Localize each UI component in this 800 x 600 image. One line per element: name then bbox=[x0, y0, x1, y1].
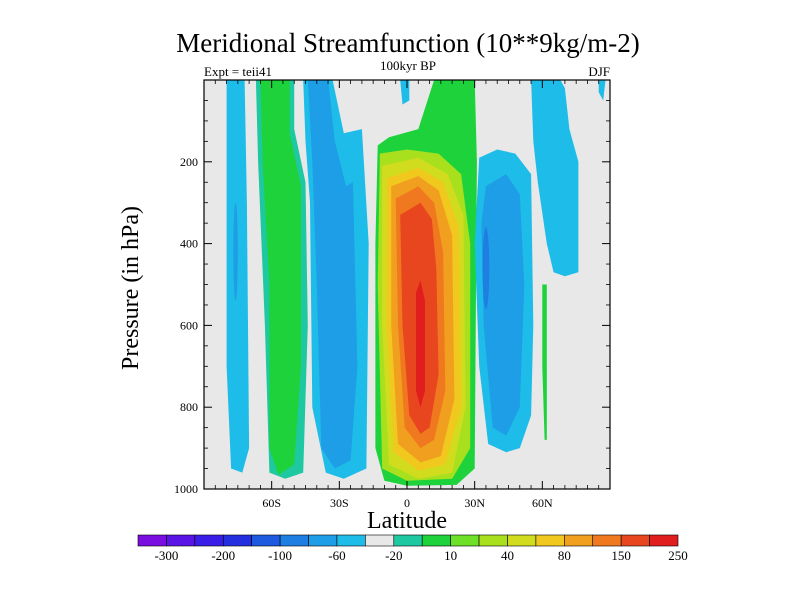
colorbar-swatch bbox=[137, 534, 167, 547]
x-axis-label: Latitude bbox=[367, 508, 447, 534]
colorbar: -300 -200 -100 -60 -20 10 40 80 150 250 bbox=[137, 534, 688, 563]
chart-title: Meridional Streamfunction (10**9kg/m-2) bbox=[176, 28, 639, 58]
colorbar-swatch bbox=[251, 534, 281, 547]
y-tick-group: 200 400 600 800 1000 bbox=[174, 100, 610, 496]
colorbar-swatch bbox=[564, 534, 594, 547]
colorbar-swatch bbox=[393, 534, 423, 547]
colorbar-swatch bbox=[308, 534, 338, 547]
colorbar-swatch bbox=[421, 534, 451, 547]
colorbar-label: 80 bbox=[558, 548, 571, 563]
colorbar-label: 40 bbox=[501, 548, 514, 563]
left-subtitle: Expt = teii41 bbox=[204, 64, 272, 79]
colorbar-swatch bbox=[336, 534, 366, 547]
colorbar-swatch bbox=[222, 534, 252, 547]
center-subtitle: 100kyr BP bbox=[380, 58, 436, 73]
sh-subtropical-inner-contour bbox=[307, 80, 358, 469]
hadley-contour-8 bbox=[416, 280, 425, 408]
x-tick-label: 60S bbox=[262, 496, 281, 510]
colorbar-label: -60 bbox=[328, 548, 345, 563]
colorbar-swatch bbox=[279, 534, 309, 547]
contour-fill-group bbox=[226, 80, 606, 486]
sh-ferrel-inner-contour bbox=[260, 80, 301, 475]
colorbar-swatch bbox=[478, 534, 508, 547]
nh-ferrel-inner-contour bbox=[481, 174, 525, 436]
sh-polar-inner-contour bbox=[233, 202, 238, 301]
plot-area: 60S 30S 0 30N 60N 200 400 600 800 1000 bbox=[174, 79, 611, 510]
colorbar-label: 10 bbox=[444, 548, 457, 563]
colorbar-swatch bbox=[535, 534, 565, 547]
nh-polar-top-contour bbox=[598, 80, 606, 101]
colorbar-swatch bbox=[507, 534, 537, 547]
colorbar-swatch bbox=[194, 534, 224, 547]
y-tick-label: 400 bbox=[180, 237, 198, 251]
x-tick-label: 60N bbox=[532, 496, 553, 510]
colorbar-label: 250 bbox=[668, 548, 688, 563]
x-tick-group: 60S 30S 0 30N 60N bbox=[214, 80, 600, 510]
nh-green-patch-contour bbox=[542, 284, 547, 440]
colorbar-swatch bbox=[450, 534, 480, 547]
colorbar-label: -200 bbox=[211, 548, 235, 563]
colorbar-swatch bbox=[166, 534, 196, 547]
nh-ferrel-core-contour bbox=[482, 227, 490, 310]
nh-polar-strip-contour bbox=[531, 80, 579, 277]
x-tick-label: 30N bbox=[464, 496, 485, 510]
y-tick-label: 600 bbox=[180, 318, 198, 332]
y-tick-label: 800 bbox=[180, 400, 198, 414]
x-tick-label: 0 bbox=[404, 496, 410, 510]
y-axis-label: Pressure (in hPa) bbox=[118, 206, 144, 370]
colorbar-label: -300 bbox=[154, 548, 178, 563]
colorbar-swatch bbox=[365, 534, 395, 547]
colorbar-swatch bbox=[620, 534, 650, 547]
colorbar-label: 150 bbox=[611, 548, 631, 563]
colorbar-label: -100 bbox=[268, 548, 292, 563]
colorbar-label: -20 bbox=[385, 548, 402, 563]
x-tick-label: 30S bbox=[330, 496, 349, 510]
right-subtitle: DJF bbox=[588, 64, 610, 79]
sh-polar-contour bbox=[226, 80, 250, 473]
colorbar-swatch bbox=[592, 534, 622, 547]
y-tick-label: 1000 bbox=[174, 482, 198, 496]
colorbar-swatch bbox=[649, 534, 679, 547]
y-tick-label: 200 bbox=[180, 155, 198, 169]
